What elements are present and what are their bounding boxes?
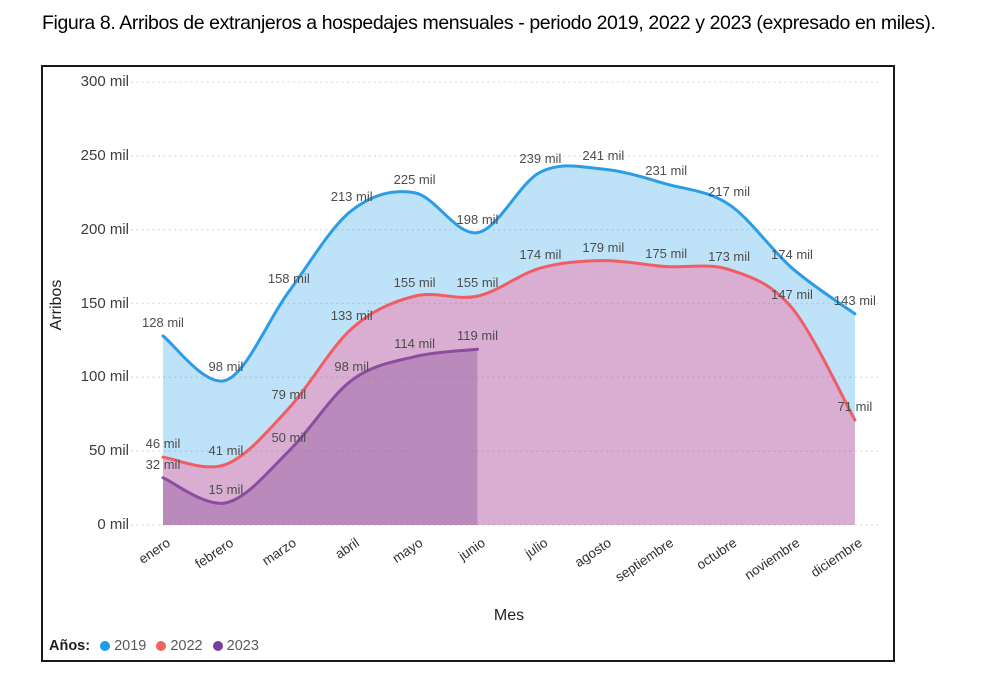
data-label-2022: 174 mil (519, 247, 562, 263)
y-tick-label: 0 mil (97, 516, 129, 533)
data-label-2022: 147 mil (771, 286, 813, 302)
data-label-2019: 174 mil (771, 247, 813, 263)
data-label-2022: 41 mil (208, 443, 244, 459)
data-label-2022: 133 mil (330, 307, 373, 323)
series-line-2019 (161, 164, 857, 383)
data-label-2022: 46 mil (145, 436, 181, 452)
data-label-2022: 155 mil (456, 275, 499, 291)
data-label-2019: 241 mil (582, 148, 625, 164)
legend-item-2023: 2023 (212, 638, 259, 654)
series-area-2023 (163, 349, 478, 525)
chart-container: Arribos Mes 0 mil 50 mil 100 mil 150 mil 200… (41, 65, 895, 662)
data-label-2022: 155 mil (393, 275, 436, 291)
data-label-2019: 213 mil (330, 189, 373, 205)
data-label-2022: 79 mil (271, 387, 307, 403)
data-label-2023: 98 mil (334, 359, 370, 375)
data-label-2023: 15 mil (208, 481, 244, 497)
series-line-2022 (161, 259, 857, 469)
legend-dot-icon (156, 641, 167, 651)
series-line-2023 (161, 347, 479, 505)
data-label-2022: 173 mil (708, 248, 751, 264)
data-label-2019: 158 mil (267, 270, 310, 286)
y-tick-label: 300 mil (80, 73, 129, 90)
data-label-2019: 143 mil (833, 292, 876, 308)
data-label-2019: 128 mil (142, 314, 184, 330)
figure-title: Figura 8. Arribos de extranjeros a hospe… (42, 12, 936, 34)
data-label-2019: 198 mil (456, 211, 499, 227)
plot-area: Arribos Mes 0 mil 50 mil 100 mil 150 mil 200… (43, 67, 893, 660)
legend-title: Años: (49, 638, 91, 654)
area-chart (131, 81, 879, 526)
y-tick-label: 50 mil (88, 442, 129, 460)
data-label-2019: 231 mil (645, 162, 688, 178)
data-label-2023: 114 mil (394, 335, 436, 351)
legend-item-label: 2023 (226, 638, 259, 654)
data-label-2019: 225 mil (393, 171, 436, 187)
data-label-2023: 32 mil (145, 456, 181, 472)
y-tick-label: 150 mil (80, 294, 129, 312)
legend-item-2022: 2022 (156, 638, 203, 654)
data-label-2022: 175 mil (645, 245, 688, 261)
data-label-2023: 119 mil (457, 328, 498, 344)
legend: Años: 2019 2022 2023 (49, 638, 259, 654)
data-label-2019: 239 mil (519, 151, 562, 167)
legend-item-label: 2022 (170, 638, 203, 654)
data-label-2023: 50 mil (271, 430, 307, 446)
y-tick-label: 200 mil (80, 220, 129, 238)
data-label-2022: 179 mil (582, 239, 625, 255)
legend-item-2019: 2019 (100, 638, 146, 654)
legend-dot-icon (100, 641, 111, 651)
data-label-2022: 71 mil (837, 399, 873, 415)
y-tick-label: 250 mil (80, 146, 129, 164)
data-label-2019: 217 mil (708, 183, 751, 199)
data-label-2019: 98 mil (208, 359, 244, 375)
y-tick-label: 100 mil (80, 368, 129, 386)
legend-items: 2019 2022 2023 (100, 638, 259, 654)
x-axis-title: Mes (493, 607, 525, 624)
legend-item-label: 2019 (114, 638, 147, 654)
legend-dot-icon (212, 641, 223, 651)
